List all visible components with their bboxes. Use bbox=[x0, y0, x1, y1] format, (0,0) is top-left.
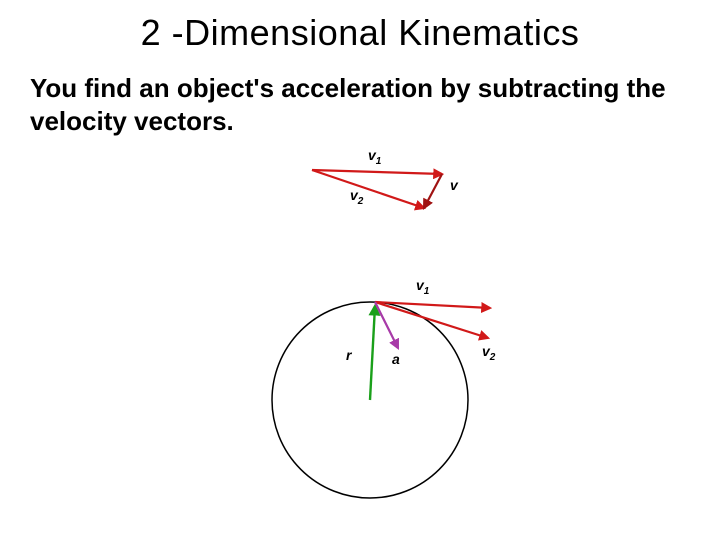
slide: 2 -Dimensional Kinematics You find an ob… bbox=[0, 0, 720, 540]
label-v2: v2 bbox=[482, 343, 496, 363]
label-v2-top: v2 bbox=[350, 187, 364, 207]
slide-title: 2 -Dimensional Kinematics bbox=[0, 12, 720, 54]
label-a: a bbox=[392, 351, 400, 367]
label-v-top: v bbox=[450, 177, 459, 193]
vector-dv-top bbox=[424, 174, 442, 208]
label-r: r bbox=[346, 347, 353, 363]
label-v1: v1 bbox=[416, 277, 430, 297]
slide-subtitle: You find an object's acceleration by sub… bbox=[30, 72, 680, 137]
vector-r bbox=[370, 306, 375, 400]
physics-diagram: v1 v2 v v1 v2 a r bbox=[220, 150, 520, 510]
diagram-svg: v1 v2 v v1 v2 a r bbox=[220, 150, 520, 510]
vector-v2-top bbox=[312, 170, 424, 208]
label-v1-top: v1 bbox=[368, 150, 382, 167]
vector-v1-top bbox=[312, 170, 442, 174]
